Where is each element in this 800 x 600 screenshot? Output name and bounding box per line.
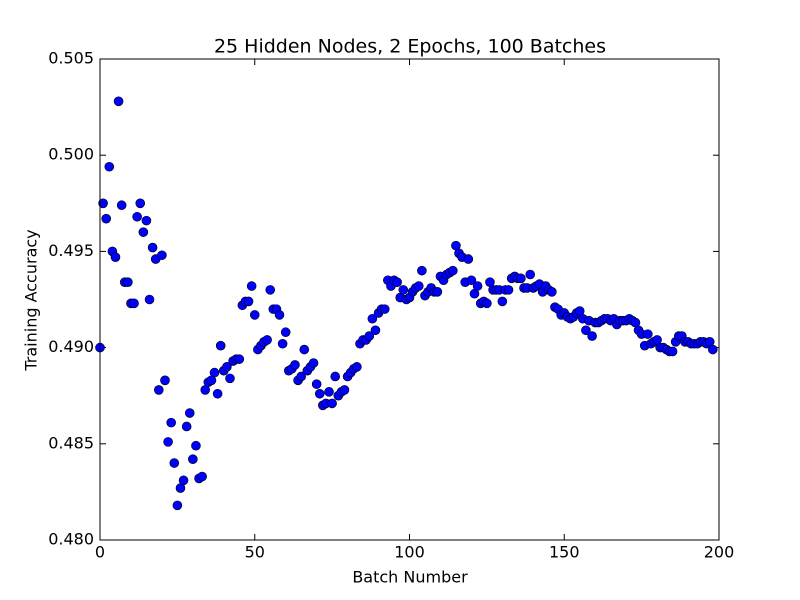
- point: [209, 367, 220, 378]
- x-tick-label: 0: [95, 543, 105, 562]
- x-tick-label: 50: [245, 543, 265, 562]
- point: [708, 344, 718, 355]
- point: [324, 387, 334, 397]
- y-tick-label: 0.500: [48, 145, 94, 164]
- point: [364, 331, 375, 341]
- point: [160, 375, 170, 386]
- point: [643, 329, 653, 339]
- point: [123, 277, 133, 287]
- point: [392, 277, 402, 287]
- point: [547, 287, 557, 297]
- point: [277, 338, 288, 349]
- y-tick-label: 0.485: [48, 433, 94, 452]
- point: [154, 385, 164, 395]
- x-axis-label: Batch Number: [352, 568, 468, 587]
- point: [330, 371, 341, 382]
- point: [222, 362, 232, 372]
- point: [178, 475, 189, 486]
- x-tick-label: 100: [394, 543, 425, 562]
- point: [667, 346, 678, 357]
- point: [144, 294, 155, 305]
- point: [129, 298, 139, 309]
- point: [181, 421, 192, 432]
- point: [525, 269, 536, 280]
- point: [116, 200, 127, 211]
- point: [101, 213, 111, 224]
- point: [352, 362, 362, 372]
- point: [482, 298, 492, 309]
- y-tick-label: 0.480: [48, 530, 94, 549]
- point: [147, 242, 158, 253]
- point: [497, 296, 508, 307]
- point: [432, 287, 443, 297]
- point: [327, 398, 337, 409]
- point: [135, 198, 146, 209]
- point: [417, 265, 427, 276]
- point: [290, 360, 300, 370]
- y-axis-label: Training Accuracy: [22, 229, 41, 371]
- point: [413, 281, 424, 291]
- point: [191, 440, 201, 451]
- point: [311, 379, 322, 389]
- point: [225, 373, 235, 384]
- point: [138, 227, 149, 237]
- point: [463, 254, 474, 264]
- point: [132, 211, 142, 222]
- point: [581, 325, 591, 336]
- x-tick-label: 200: [704, 543, 735, 562]
- point: [104, 161, 115, 172]
- point: [265, 285, 276, 295]
- point: [184, 408, 195, 418]
- point: [249, 310, 260, 320]
- point: [398, 285, 409, 295]
- point: [503, 285, 514, 295]
- point: [296, 371, 306, 382]
- y-tick-label: 0.490: [48, 337, 94, 356]
- point: [113, 96, 124, 107]
- point: [274, 310, 285, 320]
- point: [308, 358, 319, 368]
- point: [472, 281, 483, 291]
- point: [339, 385, 350, 395]
- point: [169, 458, 180, 468]
- x-tick-label: 150: [549, 543, 580, 562]
- point: [587, 331, 597, 341]
- point: [448, 265, 458, 276]
- point: [299, 344, 310, 355]
- point: [166, 417, 176, 428]
- point: [163, 437, 173, 447]
- point: [367, 313, 378, 324]
- point: [141, 215, 152, 226]
- plot-frame: [99, 58, 720, 541]
- point: [280, 327, 291, 338]
- point: [197, 471, 207, 482]
- point: [243, 296, 254, 307]
- point: [234, 354, 245, 364]
- point: [466, 275, 477, 286]
- point: [212, 388, 223, 399]
- point: [379, 304, 390, 314]
- y-tick-label: 0.495: [48, 241, 94, 260]
- point: [215, 340, 226, 351]
- point: [172, 500, 183, 511]
- point: [157, 250, 167, 261]
- point: [188, 454, 198, 464]
- point: [516, 273, 526, 284]
- y-tick-label: 0.505: [48, 49, 94, 68]
- point: [110, 252, 121, 262]
- point: [246, 281, 257, 291]
- point: [98, 198, 108, 209]
- point: [314, 388, 325, 399]
- point: [262, 335, 272, 345]
- chart-title: 25 Hidden Nodes, 2 Epochs, 100 Batches: [214, 36, 606, 58]
- point: [370, 325, 381, 336]
